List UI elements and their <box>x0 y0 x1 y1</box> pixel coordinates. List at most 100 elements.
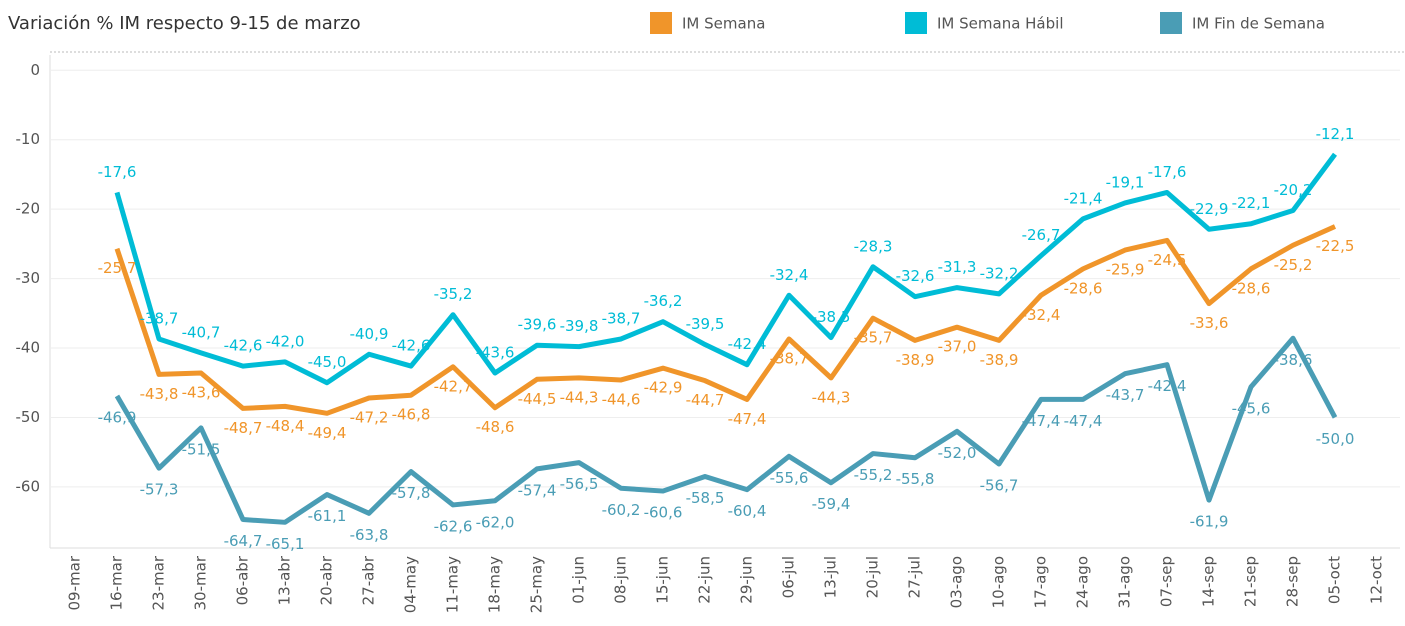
y-tick-label: -30 <box>16 269 41 287</box>
data-label: -25,2 <box>1274 256 1313 274</box>
data-label: -38,7 <box>602 309 641 327</box>
data-label: -38,5 <box>812 308 851 326</box>
data-label: -50,0 <box>1316 430 1355 448</box>
data-label: -45,6 <box>1232 399 1271 417</box>
data-label: -32,4 <box>1022 306 1061 324</box>
data-label: -59,4 <box>812 495 851 513</box>
y-tick-label: -20 <box>16 200 41 218</box>
data-label: -31,3 <box>938 258 977 276</box>
y-tick-label: -40 <box>16 339 41 357</box>
data-label: -32,2 <box>980 264 1019 282</box>
x-tick-label: 11-may <box>444 556 462 613</box>
legend-label: IM Semana <box>682 15 765 33</box>
data-label: -25,9 <box>1106 261 1145 279</box>
data-label: -39,8 <box>560 317 599 335</box>
y-tick-label: 0 <box>30 61 40 79</box>
data-label: -21,4 <box>1064 189 1103 207</box>
legend-swatch <box>1160 12 1182 34</box>
data-label: -42,0 <box>266 332 305 350</box>
data-label: -32,6 <box>896 267 935 285</box>
data-label: -28,6 <box>1064 279 1103 297</box>
data-label: -44,3 <box>560 388 599 406</box>
data-label: -32,4 <box>770 266 809 284</box>
data-label: -61,9 <box>1190 513 1229 531</box>
series-line <box>114 224 1337 416</box>
data-label: -36,2 <box>644 292 683 310</box>
x-tick-label: 23-mar <box>150 555 168 610</box>
y-tick-label: -10 <box>16 130 41 148</box>
series-line <box>114 152 1338 386</box>
x-tick-label: 20-abr <box>318 555 336 605</box>
data-label: -46,9 <box>98 408 137 426</box>
x-tick-label: 22-jun <box>696 556 714 604</box>
y-tick-label: -50 <box>16 408 41 426</box>
data-label: -44,5 <box>518 390 557 408</box>
x-tick-label: 03-ago <box>948 556 966 608</box>
x-tick-label: 20-jul <box>864 556 882 598</box>
y-tick-label: -60 <box>16 477 41 495</box>
data-label: -39,5 <box>686 315 725 333</box>
data-label: -60,6 <box>644 504 683 522</box>
legend-label: IM Fin de Semana <box>1192 15 1325 33</box>
data-label: -57,4 <box>518 481 557 499</box>
data-label: -28,3 <box>854 237 893 255</box>
data-label: -39,6 <box>518 316 557 334</box>
x-tick-label: 13-abr <box>276 555 294 605</box>
data-label: -60,4 <box>728 502 767 520</box>
data-label: -38,7 <box>140 309 179 327</box>
data-label: -44,7 <box>686 391 725 409</box>
data-label: -42,9 <box>644 379 683 397</box>
x-tick-label: 07-sep <box>1158 556 1176 607</box>
x-tick-label: 06-jul <box>780 556 798 598</box>
data-label: -40,9 <box>350 325 389 343</box>
data-label: -48,7 <box>224 419 263 437</box>
x-tick-label: 27-abr <box>360 555 378 605</box>
data-label: -40,7 <box>182 323 221 341</box>
data-label: -17,6 <box>98 163 137 181</box>
x-tick-label: 14-sep <box>1200 556 1218 607</box>
data-label: -37,0 <box>938 338 977 356</box>
data-label: -56,5 <box>560 475 599 493</box>
x-tick-label: 17-ago <box>1032 556 1050 608</box>
data-label: -60,2 <box>602 501 641 519</box>
data-label: -62,0 <box>476 513 515 531</box>
x-tick-label: 05-oct <box>1326 556 1344 604</box>
data-label: -38,9 <box>980 351 1019 369</box>
data-label: -44,3 <box>812 388 851 406</box>
legend-swatch <box>905 12 927 34</box>
data-label: -22,9 <box>1190 200 1229 218</box>
data-label: -57,8 <box>392 484 431 502</box>
data-label: -48,4 <box>266 417 305 435</box>
data-label: -62,6 <box>434 517 473 535</box>
data-label: -65,1 <box>266 535 305 553</box>
data-label: -20,2 <box>1274 181 1313 199</box>
data-label: -43,6 <box>476 344 515 362</box>
data-label: -35,2 <box>434 285 473 303</box>
data-label: -12,1 <box>1316 125 1355 143</box>
data-label: -42,6 <box>224 337 263 355</box>
x-tick-label: 09-mar <box>66 555 84 610</box>
data-label: -44,6 <box>602 390 641 408</box>
data-label: -63,8 <box>350 526 389 544</box>
data-label: -17,6 <box>1148 163 1187 181</box>
data-label: -38,6 <box>1274 351 1313 369</box>
data-label: -45,0 <box>308 353 347 371</box>
data-label: -58,5 <box>686 489 725 507</box>
x-tick-label: 06-abr <box>234 555 252 605</box>
data-label: -38,9 <box>896 351 935 369</box>
data-label: -64,7 <box>224 532 263 550</box>
data-label: -49,4 <box>308 424 347 442</box>
data-label: -46,8 <box>392 406 431 424</box>
x-tick-label: 12-oct <box>1368 556 1386 604</box>
legend-swatch <box>650 12 672 34</box>
data-label: -52,0 <box>938 444 977 462</box>
data-label: -43,7 <box>1106 386 1145 404</box>
data-label: -42,4 <box>728 335 767 353</box>
x-tick-label: 08-jun <box>612 556 630 604</box>
data-label: -42,4 <box>1148 377 1187 395</box>
data-label: -38,7 <box>770 349 809 367</box>
data-label: -26,7 <box>1022 226 1061 244</box>
data-label: -55,6 <box>770 469 809 487</box>
x-tick-label: 25-may <box>528 556 546 613</box>
